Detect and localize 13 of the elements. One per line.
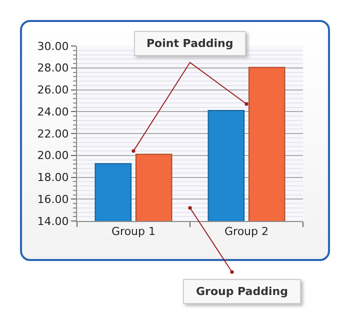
y-tick-label: 24.00 [37, 105, 69, 118]
x-tick-label: Group 2 [224, 225, 268, 238]
y-tick-label: 30.00 [37, 40, 69, 53]
y-tick-label: 16.00 [37, 192, 69, 206]
y-tick-label: 14.00 [37, 214, 69, 228]
y-tick-label: 22.00 [37, 127, 69, 140]
y-tick-label: 28.00 [37, 62, 69, 75]
text: Group Padding [183, 279, 301, 304]
annotation: Point Padding [134, 31, 246, 56]
x-tick-label: Group 1 [112, 225, 156, 238]
y-tick-label: 18.00 [37, 171, 69, 184]
y-tick-label: 20.00 [37, 149, 69, 162]
y-tick-label: 26.00 [37, 84, 69, 97]
